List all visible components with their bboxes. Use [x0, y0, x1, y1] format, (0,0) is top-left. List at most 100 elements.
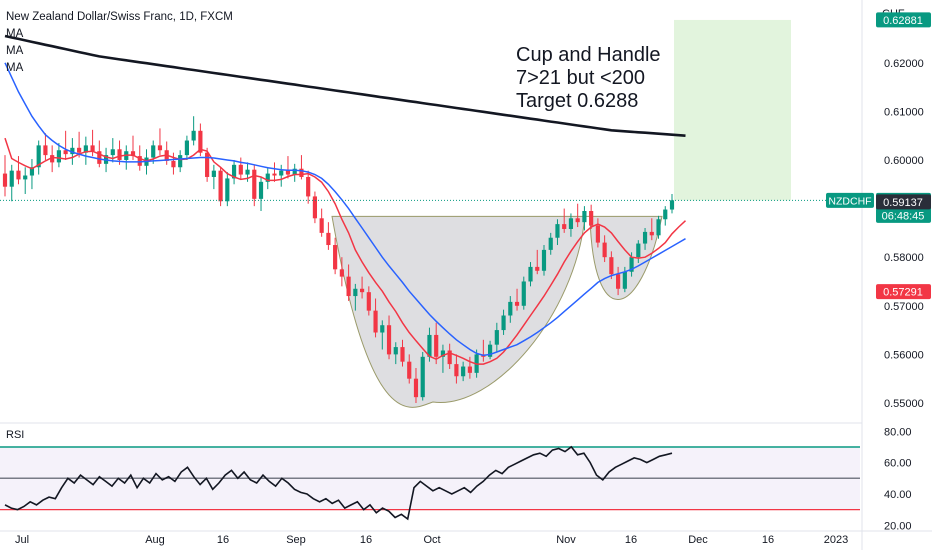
- candle-body: [285, 170, 291, 175]
- symbol-tag-text: NZDCHF: [828, 195, 871, 207]
- rsi-line: [4, 445, 673, 521]
- candle-body: [440, 350, 446, 357]
- candle-body: [386, 325, 392, 355]
- candle-body: [299, 168, 304, 177]
- candle-body: [622, 271, 627, 289]
- cup-handle-annotation: Cup and Handle 7>21 but <200 Target 0.62…: [516, 44, 661, 113]
- candle-body: [225, 178, 230, 202]
- countdown-text: 06:48:45: [882, 210, 925, 222]
- candle-body: [178, 155, 183, 168]
- candle-body: [656, 219, 661, 236]
- candle-body: [616, 274, 621, 289]
- price-tick-label: 0.60000: [884, 155, 924, 167]
- candle-body: [279, 170, 284, 176]
- candle-body: [184, 140, 189, 156]
- candle-body: [488, 344, 493, 357]
- candle-body: [461, 366, 466, 377]
- price-tick-label: 0.61000: [884, 106, 924, 118]
- candle-body: [50, 155, 55, 163]
- candle-body: [63, 150, 68, 155]
- price-label-text: 0.59137: [883, 197, 923, 209]
- candle-body: [642, 231, 648, 244]
- candle-body: [70, 147, 75, 155]
- candle-body: [306, 176, 311, 197]
- time-tick-label: 16: [360, 534, 372, 546]
- candle-body: [137, 156, 142, 166]
- candle-body: [191, 130, 196, 141]
- candle-body: [649, 231, 654, 236]
- candle-body: [265, 173, 270, 182]
- candle-body: [43, 145, 48, 156]
- candle-body: [130, 151, 136, 157]
- candle-body: [467, 366, 472, 373]
- candle-body: [514, 301, 520, 306]
- candle-body: [319, 218, 324, 233]
- candle-body: [238, 164, 243, 175]
- candle-body: [380, 325, 385, 333]
- candle-body: [231, 164, 237, 179]
- rsi-tick-label: 80.00: [884, 426, 912, 438]
- candle-body: [211, 170, 216, 177]
- candle-body: [36, 145, 41, 168]
- candle-body: [218, 170, 223, 202]
- ma-slow-line: [4, 34, 686, 137]
- candle-body: [454, 364, 459, 377]
- time-tick-label: Dec: [688, 534, 708, 546]
- candle-body: [366, 292, 371, 311]
- candle-body: [434, 334, 439, 357]
- candle-body: [400, 347, 405, 362]
- candle-body: [16, 170, 21, 180]
- time-tick-label: Sep: [286, 534, 306, 546]
- price-label-text: 0.57291: [883, 287, 923, 299]
- candle-body: [575, 218, 580, 223]
- candle-body: [205, 152, 210, 177]
- time-tick-label: Nov: [556, 534, 576, 546]
- ma-legend-2: MA: [6, 45, 24, 57]
- candle-body: [23, 175, 28, 180]
- candle-body: [245, 169, 250, 175]
- price-tick-label: 0.55000: [884, 398, 924, 410]
- ma-legend-3: MA: [6, 62, 24, 74]
- price-tick-label: 0.62000: [884, 58, 924, 70]
- symbol-title: New Zealand Dollar/Swiss Franc, 1D, FXCM: [6, 11, 233, 23]
- candle-body: [151, 145, 156, 158]
- candle-body: [582, 211, 587, 223]
- candle-body: [373, 310, 378, 333]
- candle-body: [602, 242, 607, 258]
- time-tick-label: 16: [762, 534, 774, 546]
- candle-body: [636, 243, 641, 258]
- time-tick-label: 2023: [824, 534, 848, 546]
- candle-body: [562, 224, 567, 229]
- time-tick-label: Aug: [145, 534, 165, 546]
- rsi-tick-label: 40.00: [884, 489, 912, 501]
- price-label-badge: [876, 194, 931, 210]
- candle-body: [528, 266, 533, 282]
- candle-body: [312, 196, 318, 219]
- candle-body: [629, 257, 634, 272]
- candle-body: [97, 151, 102, 164]
- price-tick-label: 0.57000: [884, 301, 924, 313]
- candle-body: [501, 315, 506, 331]
- candle-body: [393, 347, 398, 355]
- target-zone: [674, 19, 791, 201]
- annotation-line-2: 7>21 but <200: [516, 67, 646, 89]
- ma-mid-line: [4, 62, 686, 357]
- candle-body: [252, 169, 257, 199]
- candle-body: [541, 249, 547, 271]
- candle-body: [198, 130, 203, 153]
- candle-body: [117, 149, 122, 160]
- candle-body: [29, 167, 35, 176]
- price-label-text: 0.62881: [883, 15, 923, 27]
- annotation-line-1: Cup and Handle: [516, 44, 661, 66]
- rsi-title: RSI: [6, 429, 24, 441]
- candle-body: [2, 173, 8, 187]
- candle-body: [157, 145, 163, 151]
- candle-body: [663, 209, 668, 220]
- candle-body: [589, 211, 594, 226]
- candle-body: [56, 150, 61, 163]
- candle-body: [413, 378, 419, 398]
- price-tick-label: 0.56000: [884, 349, 924, 361]
- candle-body: [447, 350, 452, 365]
- candle-body: [110, 149, 115, 156]
